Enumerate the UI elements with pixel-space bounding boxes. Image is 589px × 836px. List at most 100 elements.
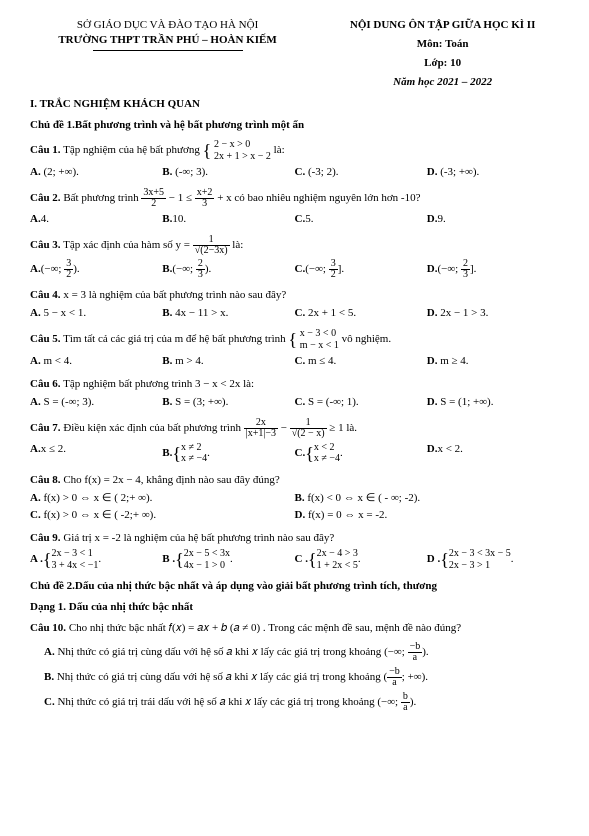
section-title: I. TRẮC NGHIỆM KHÁCH QUAN	[30, 97, 559, 112]
q2-text-a: Bất phương trình	[63, 192, 141, 204]
question-10: Câu 10. Cho nhị thức bậc nhất 𝑓(𝑥) = 𝑎𝑥 …	[30, 621, 559, 713]
q7-tail: ≥ 1 là.	[329, 422, 357, 434]
q4-opt-a: A. 5 − x < 1.	[30, 306, 162, 321]
q7-opt-b: B.{x ≠ 2x ≠ −4.	[162, 442, 294, 465]
q2-opt-b: B.10.	[162, 212, 294, 227]
question-9: Câu 9. Giá trị x = -2 là nghiệm của hệ b…	[30, 531, 559, 574]
q6-opt-b: B. S = (3; +∞).	[162, 395, 294, 410]
q9-opt-d: D .{2x − 3 < 3x − 52x − 3 > 1.	[427, 548, 559, 571]
q5-tail: vô nghiệm.	[342, 333, 392, 345]
q2-mid: − 1 ≤	[169, 192, 195, 204]
question-3: Câu 3. Tập xác định của hàm số y = 1√(2−…	[30, 235, 559, 282]
q4-text: x = 3 là nghiệm của bất phương trình nào…	[63, 289, 286, 301]
grade-row: Lớp: 10	[326, 56, 559, 71]
q4-opt-d: D. 2x − 1 > 3.	[427, 306, 559, 321]
q5-opt-d: D. m ≥ 4.	[427, 354, 559, 369]
q6-opt-c: C. S = (-∞; 1).	[295, 395, 427, 410]
q1-tail: là:	[274, 144, 285, 156]
document-page: SỞ GIÁO DỤC VÀ ĐÀO TẠO HÀ NỘI TRƯỜNG THP…	[0, 0, 589, 836]
school-name: TRƯỜNG THPT TRẦN PHÚ – HOÀN KIẾM	[30, 33, 305, 48]
q9-opt-b: B .{2x − 5 < 3x4x − 1 > 0.	[162, 548, 294, 571]
question-2: Câu 2. Bất phương trình 3x+52 − 1 ≤ x+23…	[30, 188, 559, 229]
q7-opt-a: A.x ≤ 2.	[30, 442, 162, 465]
q10-head: Câu 10. Cho nhị thức bậc nhất 𝑓(𝑥) = 𝑎𝑥 …	[30, 621, 559, 636]
q5-sys2: m − x < 1	[300, 340, 339, 351]
question-7: Câu 7. Điều kiện xác định của bất phương…	[30, 418, 559, 467]
grade-value: 10	[450, 57, 461, 69]
q2-frac2: x+23	[195, 188, 215, 209]
q1-label: Câu 1.	[30, 144, 61, 156]
q1-sys1: 2 − x > 0	[214, 139, 250, 150]
q4-opt-b: B. 4x − 11 > x.	[162, 306, 294, 321]
q1-opt-a: A. (2; +∞).	[30, 165, 162, 180]
q7-text-a: Điều kiện xác định của bất phương trình	[63, 422, 243, 434]
q4-label: Câu 4.	[30, 289, 61, 301]
q9-options: A .{2x − 3 < 13 + 4x < −1. B .{2x − 5 < …	[30, 548, 559, 573]
q9-text: Giá trị x = -2 là nghiệm của hệ bất phươ…	[63, 532, 334, 544]
school-year: Năm học 2021 – 2022	[326, 75, 559, 90]
brace-icon: {	[203, 141, 212, 161]
q1-opt-d: D. (-3; +∞).	[427, 165, 559, 180]
q5-head: Câu 5. Tìm tất cả các giá trị của m để h…	[30, 328, 559, 351]
topic1-title: Chủ đề 1.Bất phương trình và hệ bất phươ…	[30, 118, 559, 133]
q4-opt-c: C. 2x + 1 < 5.	[295, 306, 427, 321]
header-left: SỞ GIÁO DỤC VÀ ĐÀO TẠO HÀ NỘI TRƯỜNG THP…	[30, 18, 305, 89]
q10-opt-a: A. Nhị thức có giá trị cùng dấu với hệ s…	[44, 642, 559, 663]
q9-opt-a: A .{2x − 3 < 13 + 4x < −1.	[30, 548, 162, 571]
q8-opt-d: D. f(x) = 0 ⇔ x = -2.	[295, 508, 560, 523]
q8-opt-c: C. f(x) > 0 ⇔ x ∈ ( -2;+ ∞).	[30, 508, 295, 523]
q2-opt-c: C.5.	[295, 212, 427, 227]
question-1: Câu 1. Tập nghiệm của hệ bất phương { 2 …	[30, 139, 559, 182]
question-6: Câu 6. Tập nghiệm bất phương trình 3 − x…	[30, 377, 559, 412]
q1-opt-b: B. (-∞; 3).	[162, 165, 294, 180]
subject-row: Môn: Toán	[326, 37, 559, 52]
q1-text: Tập nghiệm của hệ bất phương	[63, 144, 202, 156]
q3-opt-a: A.(−∞; 32).	[30, 259, 162, 280]
q2-label: Câu 2.	[30, 192, 61, 204]
q2-options: A.4. B.10. C.5. D.9.	[30, 212, 559, 229]
q7-frac2: 1√(2 − x)	[290, 418, 327, 439]
q7-opt-d: D.x < 2.	[427, 442, 559, 465]
subject-label: Môn:	[417, 38, 443, 50]
q4-head: Câu 4. x = 3 là nghiệm của bất phương tr…	[30, 288, 559, 303]
q7-opt-c: C.{x < 2x ≠ −4.	[295, 442, 427, 465]
q1-options: A. (2; +∞). B. (-∞; 3). C. (-3; 2). D. (…	[30, 165, 559, 182]
subject-value: Toán	[445, 38, 468, 50]
q3-tail: là:	[232, 239, 243, 251]
q1-head: Câu 1. Tập nghiệm của hệ bất phương { 2 …	[30, 139, 559, 162]
topic2-title: Chủ đề 2.Dấu của nhị thức bậc nhất và áp…	[30, 579, 559, 594]
q9-label: Câu 9.	[30, 532, 61, 544]
dept-name: SỞ GIÁO DỤC VÀ ĐÀO TẠO HÀ NỘI	[30, 18, 305, 33]
q6-options: A. S = (-∞; 3). B. S = (3; +∞). C. S = (…	[30, 395, 559, 412]
q8-options: A. f(x) > 0 ⇔ x ∈ ( 2;+ ∞). B. f(x) < 0 …	[30, 491, 559, 525]
q6-head: Câu 6. Tập nghiệm bất phương trình 3 − x…	[30, 377, 559, 392]
q6-opt-a: A. S = (-∞; 3).	[30, 395, 162, 410]
q3-opt-c: C.(−∞; 32].	[295, 259, 427, 280]
q6-opt-d: D. S = (1; +∞).	[427, 395, 559, 410]
q2-text-b: + x có bao nhiêu nghiệm nguyên lớn hơn -…	[217, 192, 420, 204]
q10-opt-b: B. Nhị thức có giá trị cùng dấu với hệ s…	[44, 667, 559, 688]
q3-opt-b: B.(−∞; 23).	[162, 259, 294, 280]
q4-options: A. 5 − x < 1. B. 4x − 11 > x. C. 2x + 1 …	[30, 306, 559, 323]
q5-opt-c: C. m ≤ 4.	[295, 354, 427, 369]
q2-opt-a: A.4.	[30, 212, 162, 227]
q2-head: Câu 2. Bất phương trình 3x+52 − 1 ≤ x+23…	[30, 188, 559, 209]
form1-title: Dạng 1. Dấu của nhị thức bậc nhất	[30, 600, 559, 615]
q7-label: Câu 7.	[30, 422, 61, 434]
q6-text: Tập nghiệm bất phương trình 3 − x < 2x l…	[63, 378, 254, 390]
q8-head: Câu 8. Cho f(x) = 2x − 4, khẳng định nào…	[30, 473, 559, 488]
q3-text: Tập xác định của hàm số y =	[63, 239, 193, 251]
q2-frac1: 3x+52	[141, 188, 166, 209]
q7-frac1: 2x|x+1|−3	[244, 418, 278, 439]
q3-options: A.(−∞; 32). B.(−∞; 23). C.(−∞; 32]. D.(−…	[30, 259, 559, 282]
q2-opt-d: D.9.	[427, 212, 559, 227]
q5-options: A. m < 4. B. m > 4. C. m ≤ 4. D. m ≥ 4.	[30, 354, 559, 371]
header-rule	[93, 50, 243, 51]
q5-opt-a: A. m < 4.	[30, 354, 162, 369]
q3-frac: 1√(2−3x)	[193, 235, 230, 256]
q9-head: Câu 9. Giá trị x = -2 là nghiệm của hệ b…	[30, 531, 559, 546]
q7-head: Câu 7. Điều kiện xác định của bất phương…	[30, 418, 559, 439]
q10-text: Cho nhị thức bậc nhất 𝑓(𝑥) = 𝑎𝑥 + 𝑏 (𝑎 ≠…	[69, 622, 461, 634]
q7-mid: −	[281, 422, 290, 434]
q10-options: A. Nhị thức có giá trị cùng dấu với hệ s…	[30, 642, 559, 713]
